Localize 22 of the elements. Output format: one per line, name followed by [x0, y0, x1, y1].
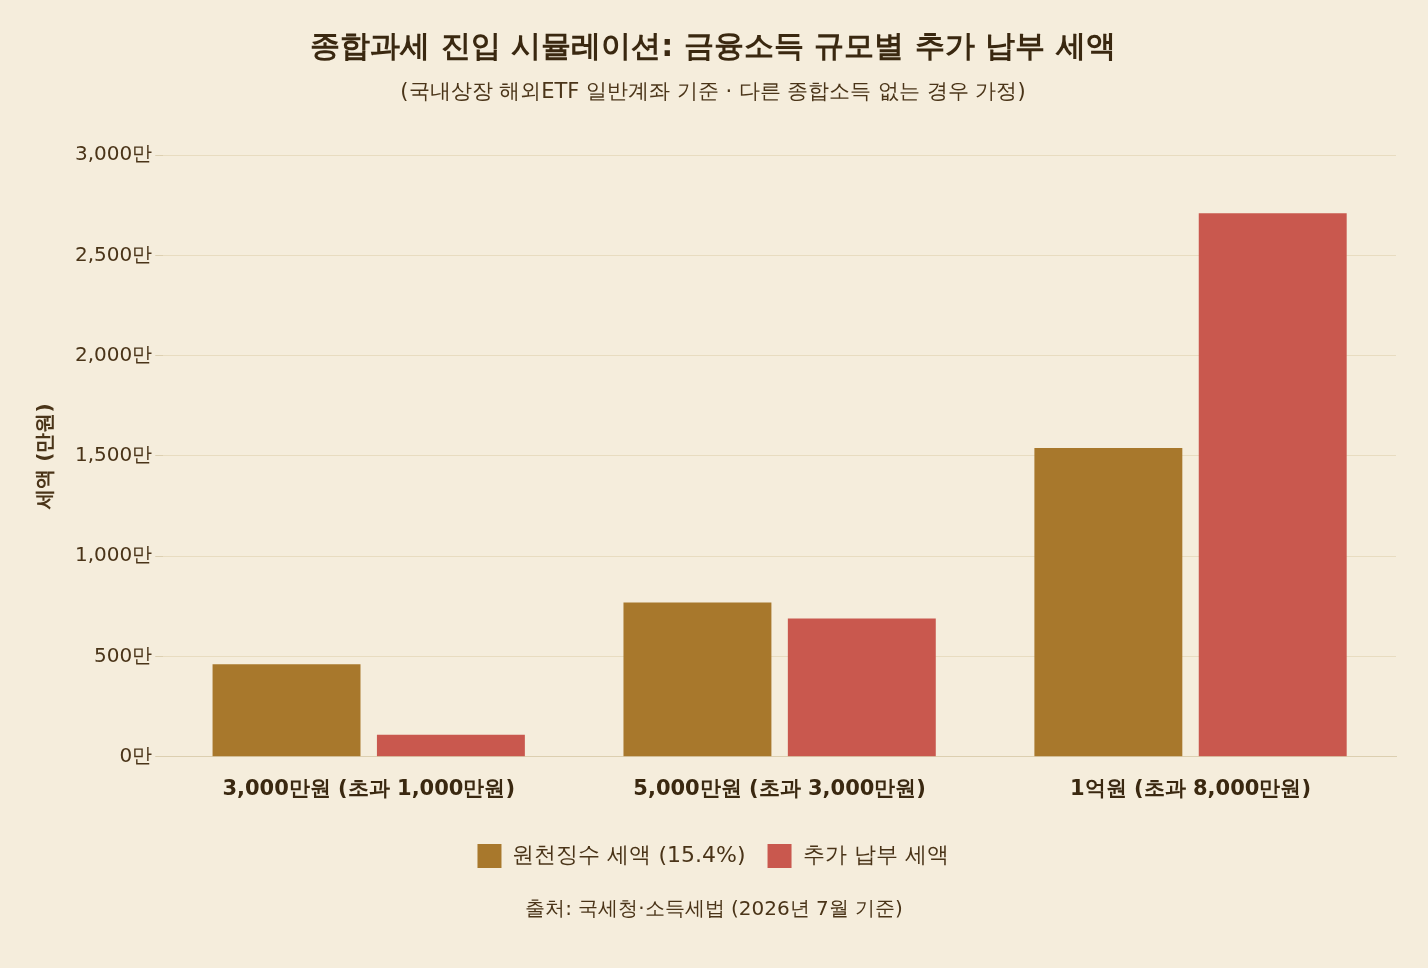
y-axis-title: 세액 (만원) [32, 403, 57, 510]
y-tick-label: 2,500만 [74, 241, 153, 266]
x-tick-label: 5,000만원 (초과 3,000만원) [633, 775, 926, 800]
x-tick-label: 1억원 (초과 8,000만원) [1070, 775, 1311, 800]
legend-label: 원천징수 세액 (15.4%) [512, 841, 746, 867]
y-tick-label: 1,500만 [74, 442, 153, 467]
bar [212, 664, 361, 757]
y-tick-label: 2,000만 [74, 341, 153, 366]
y-tick-label: 3,000만 [74, 141, 153, 166]
chart-title: 종합과세 진입 시뮬레이션: 금융소득 규모별 추가 납부 세액 [310, 27, 1116, 63]
bar [376, 734, 525, 757]
y-tick-label: 500만 [94, 642, 153, 667]
bar [1198, 213, 1347, 757]
x-tick-label: 3,000만원 (초과 1,000만원) [222, 775, 516, 800]
source-note: 출처: 국세청·소득세법 (2026년 7월 기준) [525, 896, 903, 921]
legend-label: 추가 납부 세액 [802, 841, 949, 867]
y-tick-label: 0만 [119, 743, 153, 767]
bar [623, 602, 772, 757]
chart-subtitle: (국내상장 해외ETF 일반계좌 기준 · 다른 종합소득 없는 경우 가정) [400, 79, 1026, 104]
y-tick-label: 1,000만 [74, 542, 153, 567]
bar [1034, 447, 1183, 757]
bar [787, 618, 936, 757]
